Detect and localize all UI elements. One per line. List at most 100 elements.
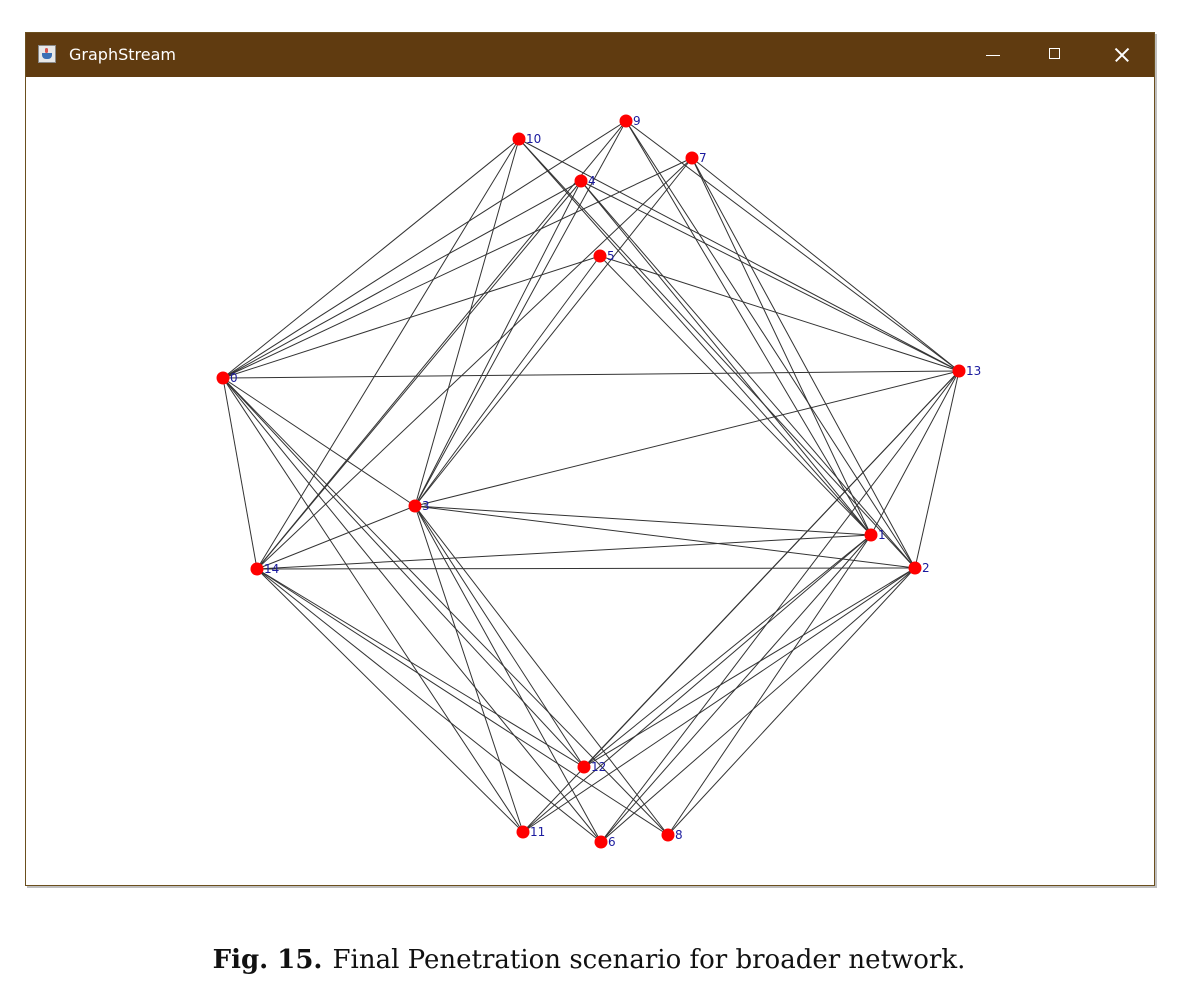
title-bar[interactable]: GraphStream [26,33,1154,77]
edge-13-11 [522,370,960,833]
edge-3-13 [414,370,960,507]
graphstream-window: GraphStream 10 9 7 4 5 0 13 3 1 2 14 12 11 6 8 [25,32,1155,886]
node-marker[interactable] [593,249,607,263]
edge-3-5 [414,255,601,507]
node-marker[interactable] [594,835,608,849]
edge-14-11 [256,568,524,833]
edge-0-6 [222,377,602,843]
node-label: 7 [699,151,707,165]
node-8[interactable]: 8 [661,828,683,842]
node-marker[interactable] [685,151,699,165]
edge-0-10 [222,138,520,379]
node-marker[interactable] [661,828,675,842]
node-marker[interactable] [516,825,530,839]
edge-2-7 [691,157,916,569]
node-marker[interactable] [952,364,966,378]
node-label: 8 [675,828,683,842]
node-7[interactable]: 7 [685,151,707,165]
edge-2-6 [600,567,916,843]
node-2[interactable]: 2 [908,561,930,575]
node-marker[interactable] [216,371,230,385]
edge-3-8 [414,505,669,836]
edge-3-1 [414,505,872,536]
edge-2-11 [522,567,916,833]
node-marker[interactable] [908,561,922,575]
figure-label: Fig. 15. [212,945,323,975]
edge-2-13 [914,370,960,569]
edge-14-7 [256,157,693,570]
edge-1-8 [667,534,872,836]
node-1[interactable]: 1 [864,528,886,542]
edge-14-4 [256,180,582,570]
edge-14-3 [256,505,416,570]
node-marker[interactable] [512,132,526,146]
edge-0-7 [222,157,693,379]
edge-0-4 [222,180,582,379]
edge-13-6 [600,370,960,843]
node-label: 14 [264,562,279,576]
edges-layer [222,120,960,843]
node-marker[interactable] [574,174,588,188]
maximize-button[interactable] [1027,33,1085,77]
edge-14-9 [256,120,627,570]
edge-2-4 [580,180,916,569]
edge-2-9 [625,120,916,569]
edge-1-7 [691,157,872,536]
node-13[interactable]: 13 [952,364,982,378]
node-14[interactable]: 14 [250,562,280,576]
node-12[interactable]: 12 [577,760,607,774]
edge-1-13 [870,370,960,536]
edge-0-14 [222,377,258,570]
edge-14-6 [256,568,602,843]
node-label: 13 [966,364,981,378]
window-title: GraphStream [69,45,176,64]
node-0[interactable]: 0 [216,371,238,385]
node-label: 11 [530,825,545,839]
edge-1-4 [580,180,872,536]
edge-13-7 [691,157,960,372]
edge-13-5 [599,255,960,372]
node-label: 9 [633,114,641,128]
java-cup-icon[interactable] [38,45,56,63]
node-marker[interactable] [408,499,422,513]
node-label: 5 [607,249,615,263]
node-5[interactable]: 5 [593,249,615,263]
edge-2-8 [667,567,916,836]
close-button[interactable] [1092,33,1150,77]
node-label: 3 [422,499,430,513]
node-marker[interactable] [619,114,633,128]
graph-canvas[interactable]: 10 9 7 4 5 0 13 3 1 2 14 12 11 6 8 [26,77,1154,885]
edge-3-10 [414,138,520,507]
node-6[interactable]: 6 [594,835,616,849]
edge-14-10 [256,138,520,570]
edge-0-9 [222,120,627,379]
edge-3-2 [414,505,916,569]
node-10[interactable]: 10 [512,132,542,146]
node-11[interactable]: 11 [516,825,546,839]
node-label: 1 [878,528,886,542]
edge-13-4 [580,180,960,372]
edge-14-8 [256,568,669,836]
node-3[interactable]: 3 [408,499,430,513]
edge-3-9 [414,120,627,507]
node-9[interactable]: 9 [619,114,641,128]
node-label: 4 [588,174,596,188]
edge-3-11 [414,505,524,833]
node-marker[interactable] [577,760,591,774]
edge-0-13 [222,370,960,379]
node-marker[interactable] [864,528,878,542]
edge-1-11 [522,534,872,833]
node-marker[interactable] [250,562,264,576]
node-label: 6 [608,835,616,849]
figure-caption: Fig. 15. Final Penetration scenario for b… [0,943,1178,977]
edge-0-11 [222,377,524,833]
edge-3-4 [414,180,582,507]
edge-13-9 [625,120,960,372]
minimize-button[interactable] [964,33,1022,77]
edge-0-3 [222,377,416,507]
node-label: 12 [591,760,606,774]
edge-14-12 [256,568,585,768]
node-4[interactable]: 4 [574,174,596,188]
